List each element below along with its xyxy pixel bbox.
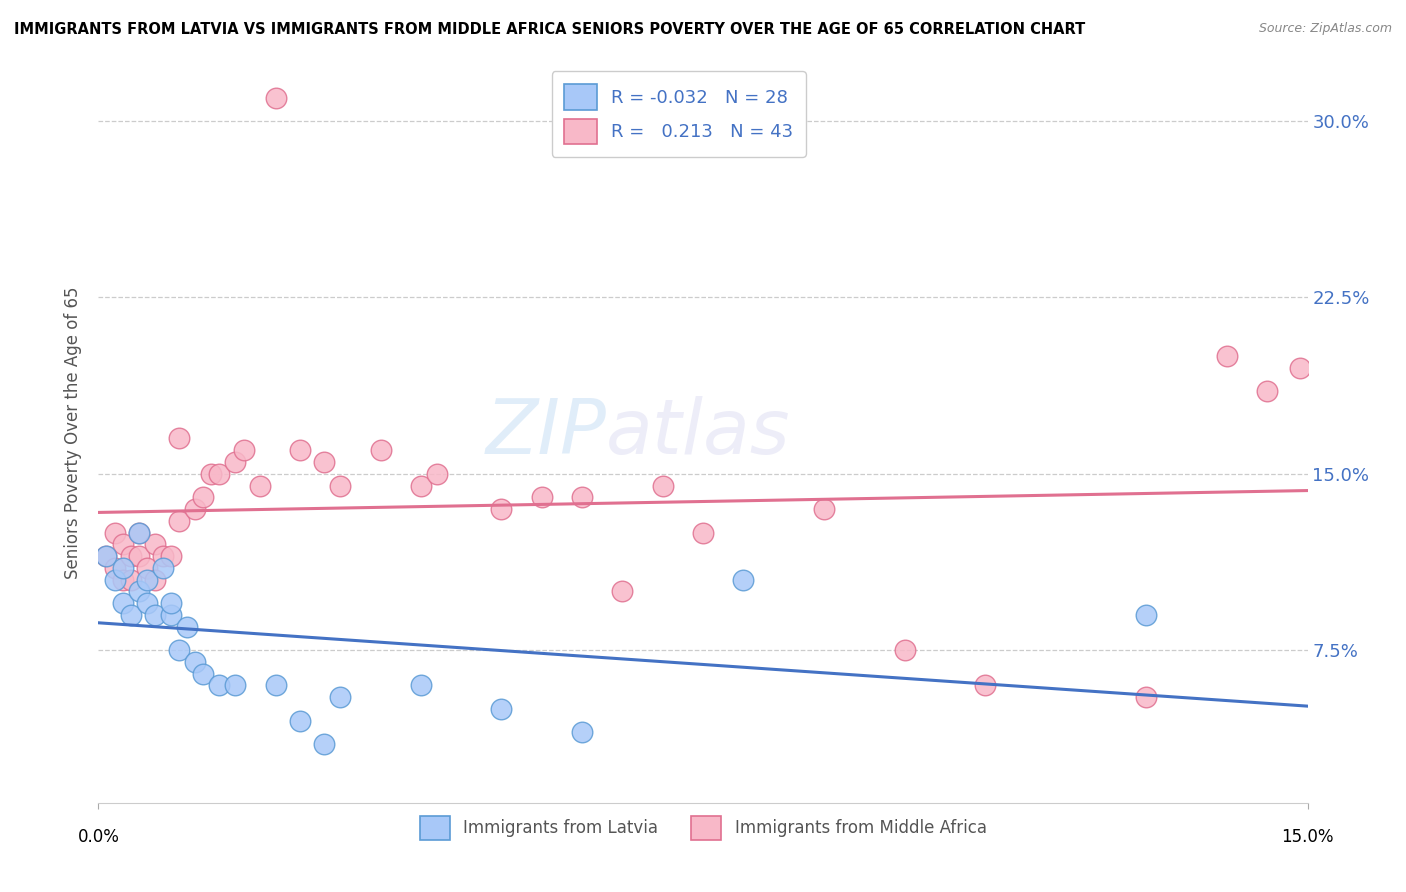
Point [288,443,311,458]
Point [1216,349,1239,363]
Point [111,573,134,587]
Point [160,607,183,622]
Point [329,690,352,704]
Point [733,573,755,587]
Point [160,549,183,563]
Text: 0.0%: 0.0% [77,828,120,846]
Text: IMMIGRANTS FROM LATVIA VS IMMIGRANTS FROM MIDDLE AFRICA SENIORS POVERTY OVER THE: IMMIGRANTS FROM LATVIA VS IMMIGRANTS FRO… [14,22,1085,37]
Point [135,596,157,610]
Point [143,607,166,622]
Point [120,573,142,587]
Point [329,478,352,492]
Point [813,502,835,516]
Point [135,561,157,575]
Text: Source: ZipAtlas.com: Source: ZipAtlas.com [1258,22,1392,36]
Point [692,525,714,540]
Point [491,702,513,716]
Point [288,714,311,728]
Point [143,537,166,551]
Text: ZIP: ZIP [485,396,606,469]
Point [193,490,215,504]
Point [224,678,246,692]
Point [167,432,190,446]
Point [426,467,449,481]
Point [200,467,222,481]
Point [314,737,336,751]
Point [128,584,150,599]
Point [1256,384,1278,399]
Point [120,607,142,622]
Legend: Immigrants from Latvia, Immigrants from Middle Africa: Immigrants from Latvia, Immigrants from … [413,809,993,847]
Point [135,573,157,587]
Point [143,573,166,587]
Point [264,678,287,692]
Point [128,525,150,540]
Point [530,490,553,504]
Point [249,478,271,492]
Point [103,561,125,575]
Point [128,549,150,563]
Point [128,525,150,540]
Point [111,561,134,575]
Point [96,549,118,563]
Point [193,666,215,681]
Point [571,725,593,739]
Point [167,514,190,528]
Point [111,537,134,551]
Point [176,619,198,633]
Point [103,525,125,540]
Point [232,443,254,458]
Point [612,584,634,599]
Point [111,596,134,610]
Point [160,596,183,610]
Point [120,549,142,563]
Point [208,678,231,692]
Point [314,455,336,469]
Point [264,91,287,105]
Point [96,549,118,563]
Point [152,561,174,575]
Point [1135,690,1157,704]
Point [103,573,125,587]
Point [409,678,432,692]
Point [224,455,246,469]
Point [491,502,513,516]
Point [1135,607,1157,622]
Point [208,467,231,481]
Y-axis label: Seniors Poverty Over the Age of 65: Seniors Poverty Over the Age of 65 [65,286,83,579]
Point [651,478,673,492]
Point [893,643,915,657]
Point [167,643,190,657]
Point [409,478,432,492]
Point [571,490,593,504]
Text: atlas: atlas [606,396,790,469]
Point [184,655,207,669]
Point [152,549,174,563]
Point [974,678,997,692]
Text: 15.0%: 15.0% [1281,828,1334,846]
Point [184,502,207,516]
Point [370,443,392,458]
Point [1288,361,1310,376]
